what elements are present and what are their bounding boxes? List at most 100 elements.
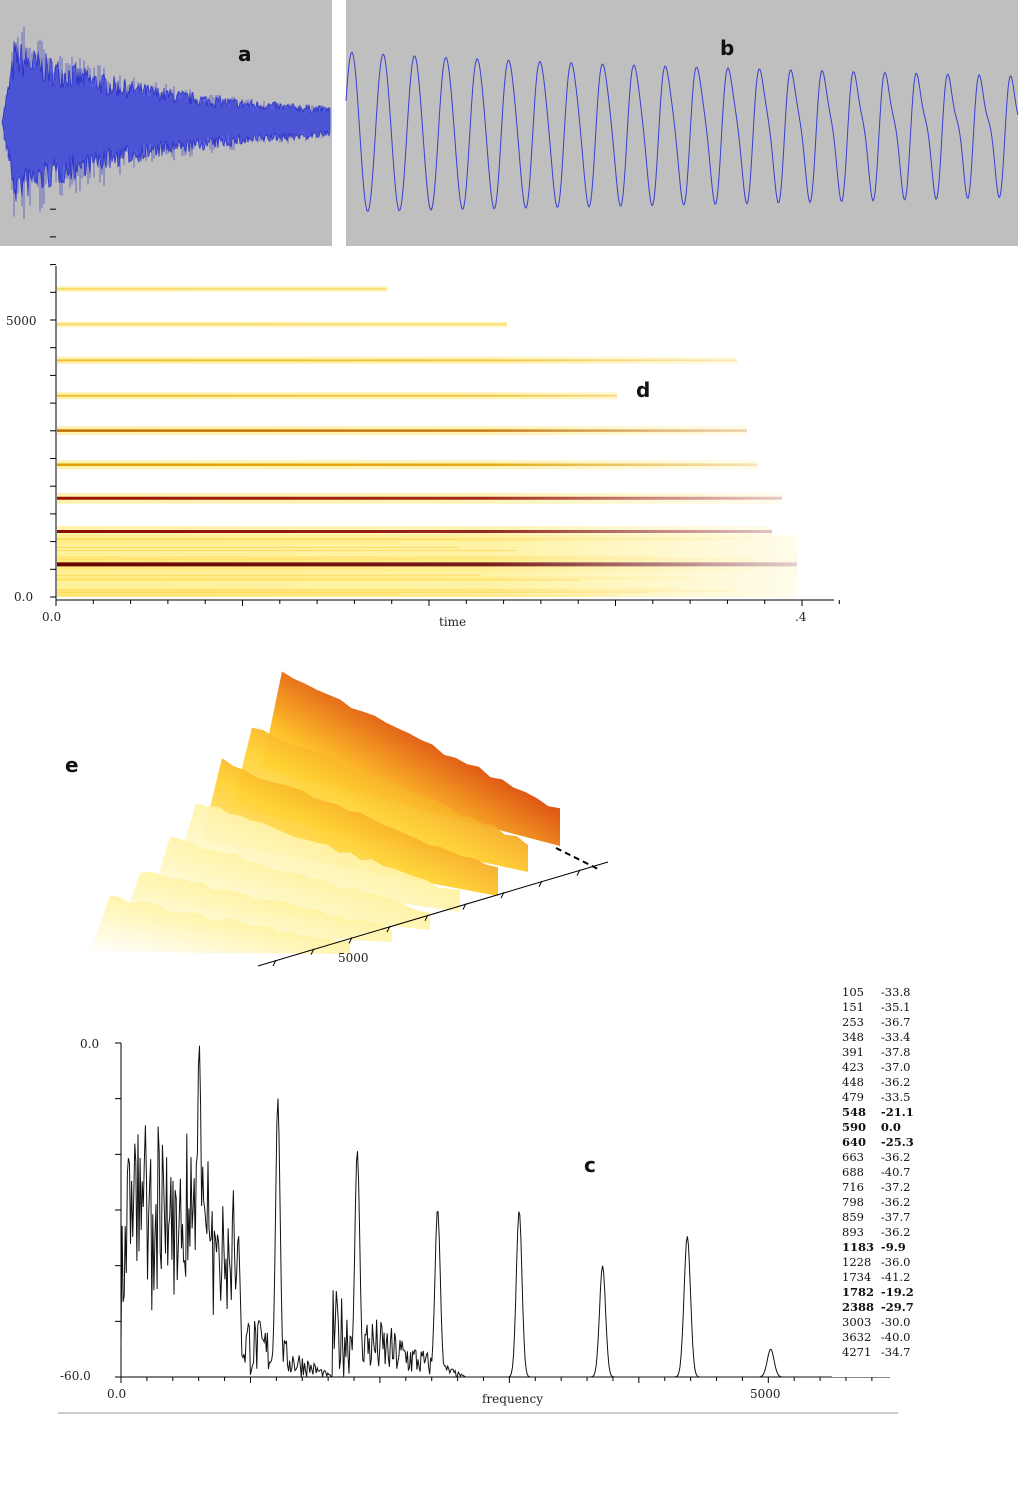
- peak-amplitude: -25.3: [880, 1135, 914, 1149]
- peak-frequency: 4271: [842, 1345, 872, 1359]
- waveform-envelope-panel: a: [0, 0, 332, 246]
- panel-label-b: b: [720, 36, 735, 60]
- spectrum-x-tick-5000: 5000: [750, 1387, 781, 1401]
- peak-table-row: 448 -36.2: [832, 1075, 918, 1090]
- peak-amplitude: -36.0: [880, 1255, 911, 1269]
- peak-frequency: 859: [842, 1210, 864, 1224]
- peak-frequency: 2388: [842, 1300, 875, 1314]
- peak-frequency: 1183: [842, 1240, 875, 1254]
- spectrogram-y-tick-5000: 5000: [6, 314, 37, 328]
- surface-axis-tick-5000: 5000: [338, 951, 369, 965]
- peak-table-row: 590 0.0: [832, 1120, 918, 1135]
- peak-frequency: 448: [842, 1075, 864, 1089]
- peak-table-row: 716 -37.2: [832, 1180, 918, 1195]
- panel-label-d: d: [636, 378, 651, 402]
- surface-ridge: [232, 727, 528, 872]
- peak-table-row: 4271 -34.7: [832, 1345, 918, 1360]
- peak-table-row: 859 -37.7: [832, 1210, 918, 1225]
- peak-table-row: 105 -33.8: [832, 985, 918, 1000]
- spectrogram-x-tick-0: 0.0: [42, 610, 61, 624]
- surface-time-axis: [555, 847, 601, 871]
- peak-amplitude: -33.5: [880, 1090, 911, 1104]
- spectrum-x-tick-0: 0.0: [107, 1387, 126, 1401]
- peak-frequency: 3632: [842, 1330, 872, 1344]
- peak-table-row: 640 -25.3: [832, 1135, 918, 1150]
- panel-label-a: a: [238, 42, 252, 66]
- panel-label-c: c: [584, 1153, 596, 1177]
- peak-frequency: 423: [842, 1060, 864, 1074]
- surface-ridge: [202, 758, 498, 896]
- peak-frequency: 798: [842, 1195, 864, 1209]
- peak-table-row: 688 -40.7: [832, 1165, 918, 1180]
- spectrum-y-tick-bottom: -60.0: [60, 1369, 91, 1383]
- peak-amplitude: -33.4: [880, 1030, 911, 1044]
- surface-ridge: [176, 803, 460, 912]
- peak-frequency: 1228: [842, 1255, 872, 1269]
- peak-frequency: 640: [842, 1135, 867, 1149]
- waveform-envelope-plot: [1, 26, 331, 219]
- peak-frequency: 688: [842, 1165, 864, 1179]
- surface-ridge: [262, 671, 560, 846]
- peak-amplitude: -29.7: [880, 1300, 914, 1314]
- peak-frequency: 663: [842, 1150, 864, 1164]
- peak-amplitude: -34.7: [880, 1345, 911, 1359]
- peak-table-row: 2388 -29.7: [832, 1300, 918, 1315]
- peak-table-row: 348 -33.4: [832, 1030, 918, 1045]
- peak-amplitude: -37.8: [880, 1045, 911, 1059]
- peak-amplitude: -36.2: [880, 1195, 911, 1209]
- peak-frequency: 348: [842, 1030, 864, 1044]
- peak-amplitude: -35.1: [880, 1000, 911, 1014]
- waveform-zoom-plot: [345, 51, 1019, 213]
- waterfall-surface-plot: 5000: [90, 671, 609, 967]
- peak-frequency: 479: [842, 1090, 864, 1104]
- peak-table-row: 798 -36.2: [832, 1195, 918, 1210]
- peak-table-row: 423 -37.0: [832, 1060, 918, 1075]
- peak-frequency: 893: [842, 1225, 864, 1239]
- peak-amplitude: -37.0: [880, 1060, 911, 1074]
- peak-frequency: 253: [842, 1015, 864, 1029]
- peak-frequency: 590: [842, 1120, 867, 1134]
- peak-frequency: 1782: [842, 1285, 875, 1299]
- peak-amplitude: -36.7: [880, 1015, 911, 1029]
- peak-frequency: 1734: [842, 1270, 872, 1284]
- peak-frequency: 391: [842, 1045, 864, 1059]
- peak-amplitude: -36.2: [880, 1150, 911, 1164]
- peak-table-row: 253 -36.7: [832, 1015, 918, 1030]
- peak-frequency: 548: [842, 1105, 867, 1119]
- peak-table-row: 479 -33.5: [832, 1090, 918, 1105]
- peak-amplitude: -30.0: [880, 1315, 911, 1329]
- peak-frequency: 105: [842, 985, 864, 999]
- peak-amplitude: -36.2: [880, 1225, 911, 1239]
- spectrogram-x-tick-end: .4: [795, 610, 807, 624]
- spectrum-x-label: frequency: [482, 1392, 543, 1406]
- peak-amplitude: -40.0: [880, 1330, 911, 1344]
- spectrum-y-tick-top: 0.0: [80, 1037, 99, 1051]
- peak-table-row: 391 -37.8: [832, 1045, 918, 1060]
- peak-table-row: 3003 -30.0: [832, 1315, 918, 1330]
- peak-table: 105 -33.8 151 -35.1 253 -36.7 348 -33.4 391 -37.8…: [832, 985, 918, 1377]
- surface-freq-axis: [257, 861, 609, 967]
- peak-table-row: 548 -21.1: [832, 1105, 918, 1120]
- peak-frequency: 716: [842, 1180, 864, 1194]
- waveform-zoom-panel: b: [345, 0, 1019, 246]
- surface-ridge: [90, 895, 350, 954]
- peak-amplitude: -40.7: [880, 1165, 911, 1179]
- peak-table-row: 1782 -19.2: [832, 1285, 918, 1300]
- peak-table-row: 1183 -9.9: [832, 1240, 918, 1255]
- peak-amplitude: 0.0: [880, 1120, 901, 1134]
- spectrogram-x-label: time: [439, 615, 466, 629]
- peak-table-row: 3632 -40.0: [832, 1330, 918, 1345]
- peak-amplitude: -19.2: [880, 1285, 914, 1299]
- peak-amplitude: -33.8: [880, 985, 911, 999]
- peak-amplitude: -21.1: [880, 1105, 914, 1119]
- peak-amplitude: -41.2: [880, 1270, 911, 1284]
- peak-frequency: 3003: [842, 1315, 872, 1329]
- peak-table-row: 151 -35.1: [832, 1000, 918, 1015]
- peak-frequency: 151: [842, 1000, 864, 1014]
- peak-table-row: 893 -36.2: [832, 1225, 918, 1240]
- peak-table-row: 663 -36.2: [832, 1150, 918, 1165]
- peak-amplitude: -9.9: [880, 1240, 906, 1254]
- peak-amplitude: -37.2: [880, 1180, 911, 1194]
- peak-amplitude: -36.2: [880, 1075, 911, 1089]
